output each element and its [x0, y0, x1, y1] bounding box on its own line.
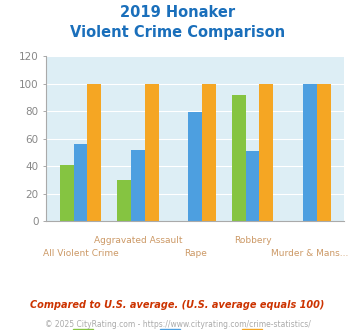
Bar — [117, 180, 131, 221]
Text: © 2025 CityRating.com - https://www.cityrating.com/crime-statistics/: © 2025 CityRating.com - https://www.city… — [45, 320, 310, 329]
Bar — [232, 95, 246, 221]
Bar — [303, 83, 317, 221]
Bar — [246, 151, 260, 221]
Bar — [189, 113, 202, 221]
Bar — [74, 144, 87, 221]
Text: Murder & Mans...: Murder & Mans... — [271, 249, 349, 258]
Bar — [317, 83, 331, 221]
Text: Violent Crime Comparison: Violent Crime Comparison — [70, 25, 285, 40]
Bar — [60, 165, 74, 221]
Text: Rape: Rape — [184, 249, 207, 258]
Bar — [202, 83, 216, 221]
Text: 2019 Honaker: 2019 Honaker — [120, 5, 235, 20]
Legend: Honaker, Virginia, National: Honaker, Virginia, National — [70, 326, 321, 330]
Text: Compared to U.S. average. (U.S. average equals 100): Compared to U.S. average. (U.S. average … — [30, 300, 325, 310]
Bar — [260, 83, 273, 221]
Text: All Violent Crime: All Violent Crime — [43, 249, 119, 258]
Bar — [145, 83, 159, 221]
Text: Robbery: Robbery — [234, 236, 272, 245]
Bar — [131, 149, 145, 221]
Bar — [87, 83, 101, 221]
Text: Aggravated Assault: Aggravated Assault — [94, 236, 182, 245]
